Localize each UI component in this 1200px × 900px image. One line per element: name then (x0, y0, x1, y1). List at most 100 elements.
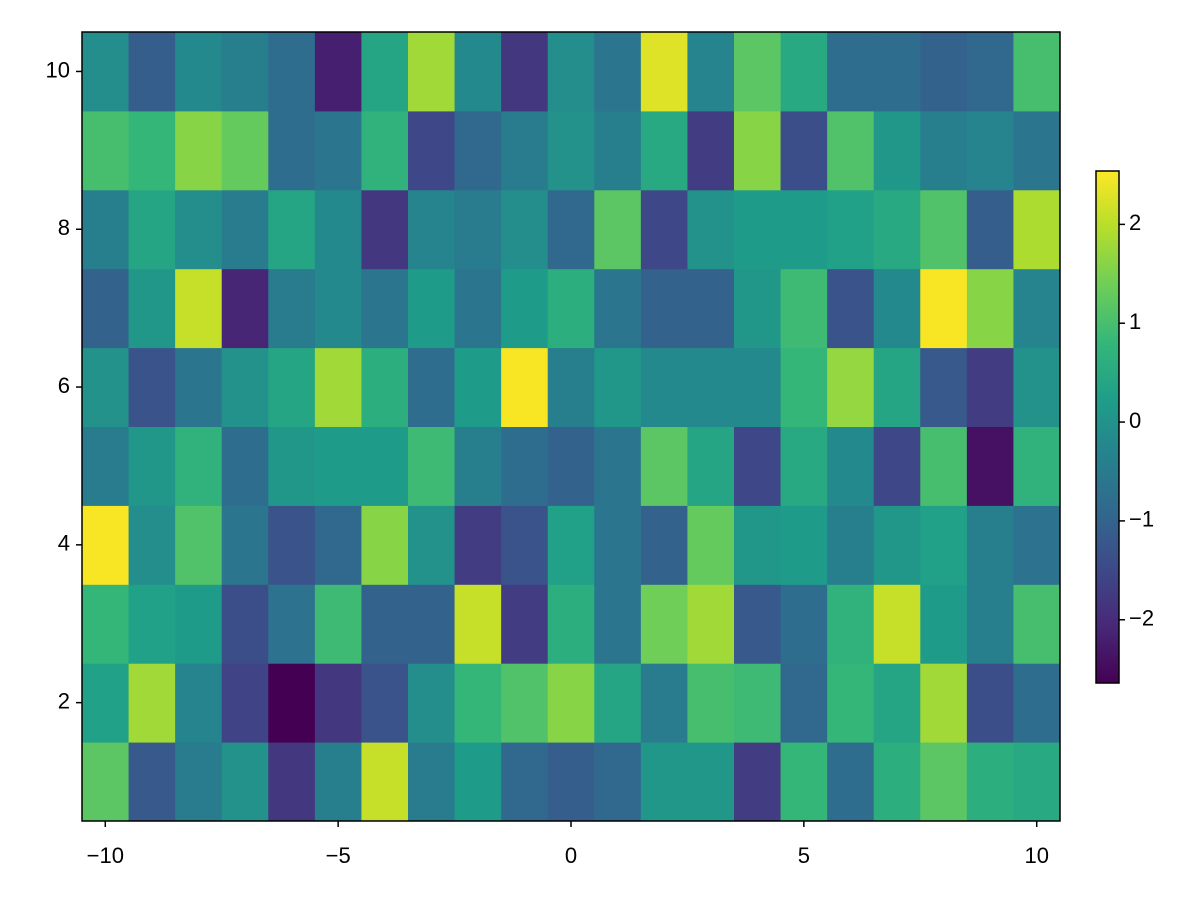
heat-cell (640, 32, 688, 112)
heat-cell (780, 505, 828, 585)
heat-cell (408, 505, 456, 585)
heat-cell (454, 268, 502, 349)
heat-cell (873, 189, 921, 270)
heat-cell (780, 663, 828, 743)
heat-cell (966, 268, 1014, 349)
heat-cell (873, 584, 921, 664)
heat-cell (454, 110, 502, 191)
heat-cell (640, 268, 688, 349)
heat-cell (314, 189, 362, 270)
heat-cell (827, 110, 875, 191)
heat-cell (687, 584, 735, 664)
y-tick-label: 8 (58, 215, 70, 240)
heat-cell (687, 742, 735, 822)
heat-cell (128, 584, 176, 664)
heat-cell (361, 742, 409, 822)
heat-cell (221, 584, 269, 664)
heat-cell (454, 505, 502, 585)
heat-cell (408, 663, 456, 743)
heat-cell (873, 347, 921, 427)
heat-cell (780, 32, 828, 112)
heat-cell (687, 426, 735, 506)
heat-cell (920, 663, 968, 743)
heat-cell (128, 32, 176, 112)
heat-cell (361, 347, 409, 427)
heat-cell (594, 189, 642, 270)
heat-cell (687, 189, 735, 270)
heat-cell (501, 32, 549, 112)
colorbar-tick-label: 2 (1129, 210, 1141, 235)
heat-cell (268, 584, 316, 664)
heat-cell (827, 742, 875, 822)
heat-cell (734, 32, 782, 112)
heat-cell (82, 742, 130, 822)
heat-cell (920, 347, 968, 427)
heat-cell (827, 268, 875, 349)
heat-cell (314, 347, 362, 427)
heat-cell (640, 584, 688, 664)
heat-cell (687, 663, 735, 743)
heat-cell (873, 426, 921, 506)
heat-cell (920, 742, 968, 822)
heat-cell (221, 268, 269, 349)
heat-cell (734, 584, 782, 664)
heat-cell (361, 268, 409, 349)
heat-cell (687, 347, 735, 427)
heat-cell (734, 663, 782, 743)
heat-cell (734, 347, 782, 427)
heat-cell (827, 347, 875, 427)
heat-cell (82, 663, 130, 743)
heat-cell (547, 584, 595, 664)
heat-cell (966, 347, 1014, 427)
heat-cell (547, 32, 595, 112)
heat-cell (175, 110, 223, 191)
heat-cell (780, 189, 828, 270)
heat-cell (82, 110, 130, 191)
heat-cell (82, 189, 130, 270)
heat-cell (82, 32, 130, 112)
x-tick-label: −10 (87, 843, 124, 868)
heat-cell (780, 268, 828, 349)
heat-cell (640, 347, 688, 427)
heat-cell (873, 32, 921, 112)
heat-cell (734, 268, 782, 349)
heat-cell (128, 505, 176, 585)
heat-cell (408, 110, 456, 191)
heat-cell (780, 110, 828, 191)
heat-cell (734, 426, 782, 506)
heat-cell (408, 347, 456, 427)
heat-cell (966, 110, 1014, 191)
heat-cell (501, 268, 549, 349)
heat-cell (594, 742, 642, 822)
heat-cell (314, 742, 362, 822)
heat-cell (128, 742, 176, 822)
heat-cell (873, 505, 921, 585)
colorbar-tick-label: −2 (1129, 606, 1154, 631)
heat-cell (454, 742, 502, 822)
x-tick-label: −5 (326, 843, 351, 868)
heat-cell (454, 663, 502, 743)
heat-cell (827, 663, 875, 743)
heat-cell (221, 32, 269, 112)
heat-cell (175, 32, 223, 112)
heat-cell (501, 110, 549, 191)
heat-cell (827, 426, 875, 506)
heat-cell (221, 742, 269, 822)
heat-cell (454, 426, 502, 506)
heat-cell (594, 663, 642, 743)
heat-cell (734, 742, 782, 822)
y-tick-label: 4 (58, 531, 70, 556)
heat-cell (175, 347, 223, 427)
heat-cell (966, 505, 1014, 585)
heat-cell (1013, 189, 1061, 270)
heat-cell (408, 189, 456, 270)
heat-cell (501, 584, 549, 664)
heat-cell (920, 110, 968, 191)
heat-cell (175, 189, 223, 270)
heat-cell (920, 505, 968, 585)
heat-cell (1013, 663, 1061, 743)
heat-cell (734, 189, 782, 270)
heat-cell (734, 505, 782, 585)
x-tick-label: 10 (1024, 843, 1048, 868)
